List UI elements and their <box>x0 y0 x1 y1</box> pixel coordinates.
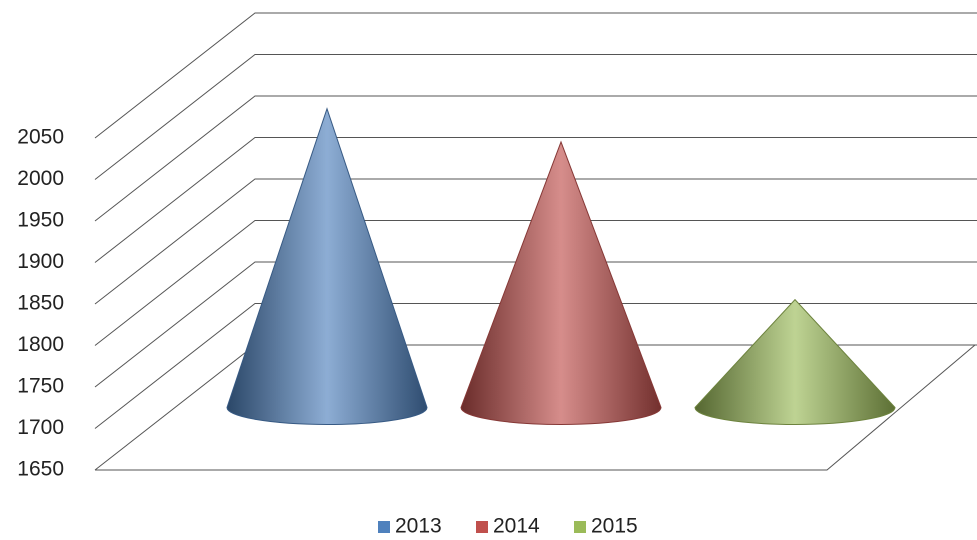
grid-line <box>94 261 977 388</box>
y-tick-label: 1850 <box>17 292 64 315</box>
grid-line <box>94 220 977 346</box>
y-tick-label: 1650 <box>17 458 64 481</box>
legend-swatch <box>378 521 390 533</box>
y-tick-label: 1800 <box>17 333 64 356</box>
legend-swatch <box>574 521 586 533</box>
legend-label: 2014 <box>493 515 540 538</box>
y-tick-label: 2050 <box>17 126 64 149</box>
cone <box>460 140 662 425</box>
legend-swatch <box>476 521 488 533</box>
y-tick-label: 1750 <box>17 375 64 398</box>
legend-label: 2013 <box>395 515 442 538</box>
grid-line <box>94 95 977 222</box>
cone <box>226 107 428 425</box>
grid-line <box>94 54 977 180</box>
grid-line <box>94 137 977 263</box>
grid-line <box>94 12 977 139</box>
grid-line <box>94 178 977 305</box>
y-tick-label: 2000 <box>17 167 64 190</box>
floor-edge <box>95 344 976 471</box>
cone <box>694 298 896 425</box>
y-tick-label: 1700 <box>17 416 64 439</box>
legend-label: 2015 <box>591 515 638 538</box>
y-tick-label: 1950 <box>17 209 64 232</box>
grid-line <box>94 303 977 429</box>
y-tick-label: 1900 <box>17 250 64 273</box>
